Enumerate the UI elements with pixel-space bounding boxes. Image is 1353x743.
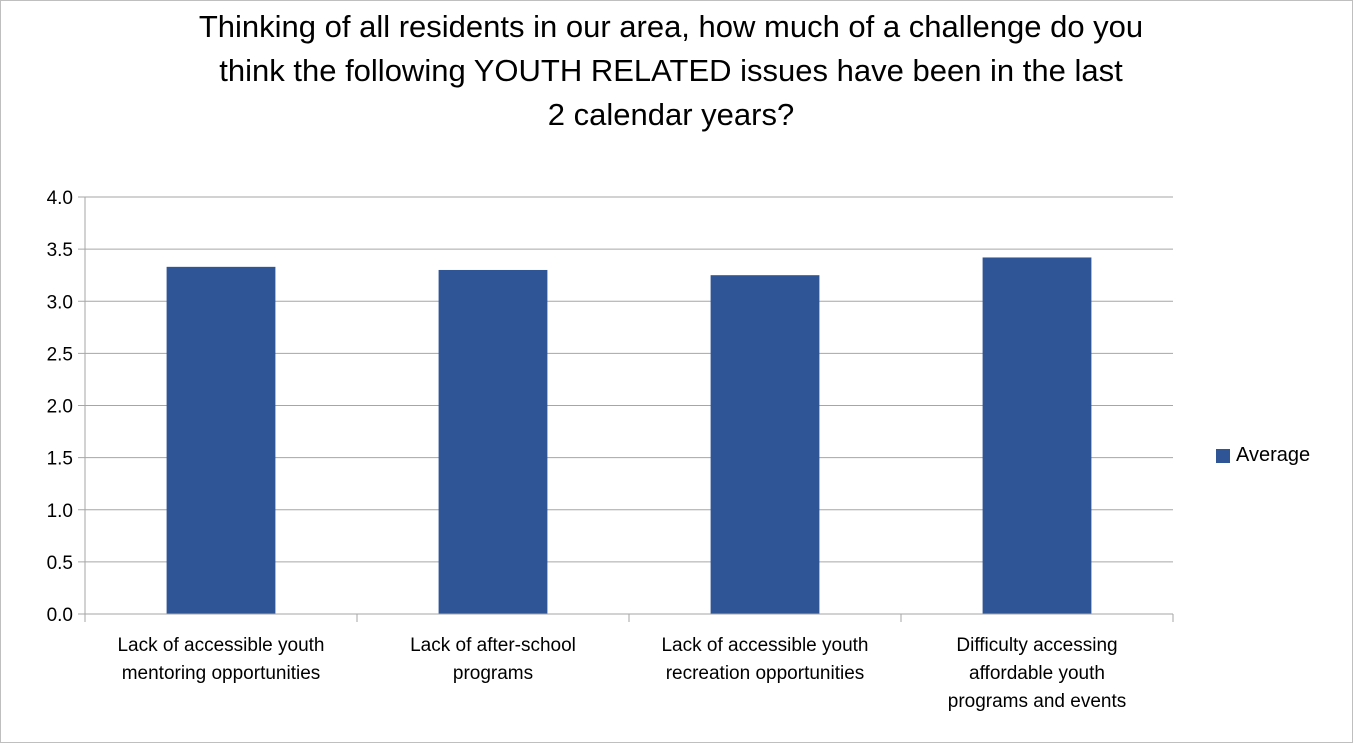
category-label-1-line-2: mentoring opportunities bbox=[122, 663, 321, 684]
chart-title-line-2: think the following YOUTH RELATED issues… bbox=[219, 53, 1123, 88]
category-label-3-line-1: Lack of accessible youth bbox=[661, 635, 868, 656]
category-label-2-line-1: Lack of after-school bbox=[410, 635, 576, 656]
chart-title-line-3: 2 calendar years? bbox=[547, 97, 795, 132]
category-label-1-line-1: Lack of accessible youth bbox=[117, 635, 324, 656]
category-label-3: Lack of accessible youth recreation oppor… bbox=[661, 635, 868, 684]
category-label-4-line-3: programs and events bbox=[948, 691, 1127, 712]
category-label-2-line-2: programs bbox=[453, 663, 533, 684]
y-tick-label-5: 2.5 bbox=[47, 344, 73, 365]
category-label-4: Difficulty accessing affordable youth prog… bbox=[948, 635, 1127, 712]
category-label-3-line-2: recreation opportunities bbox=[666, 663, 865, 684]
category-label-4-line-1: Difficulty accessing bbox=[956, 635, 1117, 656]
y-tick-label-2: 1.0 bbox=[47, 501, 73, 522]
bar-4 bbox=[982, 257, 1092, 614]
y-tick-label-8: 4.0 bbox=[47, 188, 73, 209]
y-tick-label-4: 2.0 bbox=[47, 397, 73, 418]
chart-title: Thinking of all residents in our area, h… bbox=[121, 5, 1221, 137]
category-label-1: Lack of accessible youth mentoring opport… bbox=[117, 635, 324, 684]
bar-2 bbox=[438, 269, 548, 614]
legend-swatch-average bbox=[1216, 448, 1230, 463]
y-tick-label-7: 3.5 bbox=[47, 240, 73, 261]
y-tick-label-3: 1.5 bbox=[47, 449, 73, 470]
bar-3 bbox=[710, 275, 820, 614]
legend-label-average: Average bbox=[1236, 444, 1311, 466]
bar-1 bbox=[166, 266, 276, 614]
chart-title-line-1: Thinking of all residents in our area, h… bbox=[198, 9, 1144, 44]
y-tick-label-1: 0.5 bbox=[47, 553, 73, 574]
legend: Average bbox=[1216, 444, 1310, 467]
category-label-2: Lack of after-school programs bbox=[410, 635, 576, 684]
category-label-4-line-2: affordable youth bbox=[969, 663, 1105, 684]
y-tick-label-6: 3.0 bbox=[47, 292, 73, 313]
y-tick-label-0: 0.0 bbox=[47, 605, 73, 626]
